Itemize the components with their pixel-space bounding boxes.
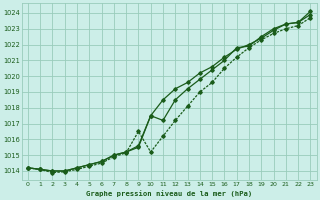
X-axis label: Graphe pression niveau de la mer (hPa): Graphe pression niveau de la mer (hPa) bbox=[86, 190, 252, 197]
